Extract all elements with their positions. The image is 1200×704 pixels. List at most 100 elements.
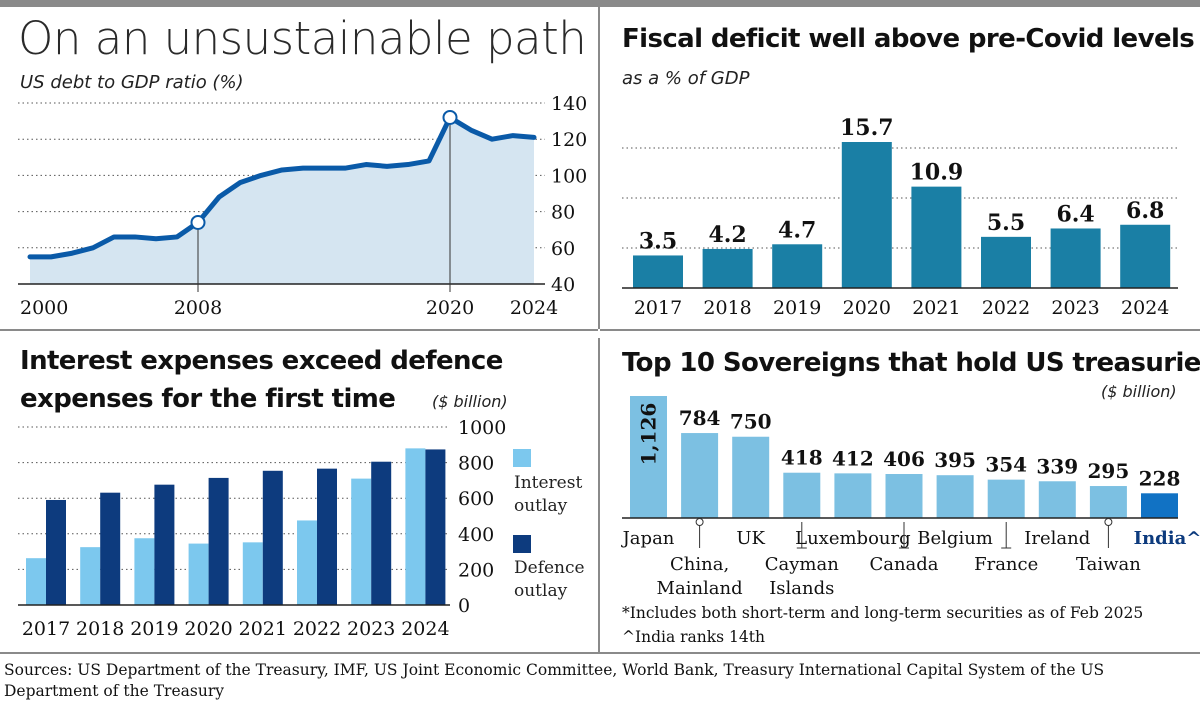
- interest-chart-unit: ($ billion): [432, 392, 508, 411]
- legend-interest-label-2: outlay: [514, 496, 568, 516]
- holding-leader-dot-1: [695, 518, 704, 526]
- holders-chart-title: Top 10 Sovereigns that hold US treasurie…: [622, 348, 1200, 378]
- holding-category-label: China,: [670, 554, 729, 575]
- defence-bar-2019: [154, 484, 175, 605]
- interest-xtick-label: 2024: [401, 618, 449, 640]
- deficit-chart-subtitle: as a % of GDP: [622, 68, 750, 89]
- deficit-value-label: 15.7: [840, 115, 894, 141]
- defence-bar-2020: [208, 477, 229, 605]
- debt-xtick-label: 2008: [174, 297, 222, 319]
- deficit-value-label: 6.8: [1126, 198, 1164, 224]
- top-rule: [0, 0, 1200, 7]
- debt-area: [30, 117, 534, 284]
- holding-value-label: 406: [883, 447, 925, 471]
- holding-category-label: Luxembourg: [795, 528, 911, 549]
- interest-ytick-label: 1000: [458, 417, 506, 439]
- interest-ytick-label: 400: [458, 524, 494, 546]
- deficit-xtick-label: 2024: [1121, 297, 1169, 319]
- horizontal-divider-right: [600, 329, 1200, 331]
- interest-ytick-label: 200: [458, 559, 494, 581]
- debt-xtick-label: 2020: [426, 297, 474, 319]
- holding-bar-6: [936, 475, 974, 518]
- legend-defence-label-1: Defence: [514, 558, 585, 578]
- defence-bar-2023: [371, 461, 392, 605]
- holding-category-label: Belgium: [917, 528, 993, 549]
- holding-value-label: 412: [832, 446, 874, 470]
- defence-bar-2024: [425, 449, 446, 605]
- holders-footnote-1: *Includes both short-term and long-term …: [622, 604, 1144, 622]
- deficit-value-label: 4.2: [708, 222, 746, 248]
- interest-xtick-label: 2023: [347, 618, 395, 640]
- debt-marker-2020: [442, 109, 458, 125]
- holding-value-label: 339: [1036, 454, 1078, 478]
- holding-bar-2: [732, 436, 770, 518]
- interest-ytick-label: 600: [458, 488, 494, 510]
- holding-value-label: 295: [1088, 459, 1130, 483]
- holding-category-label: Mainland: [657, 578, 743, 599]
- interest-ytick-label: 0: [458, 595, 470, 617]
- holding-value-label: 418: [781, 446, 823, 470]
- holding-category-label: Japan: [621, 528, 675, 549]
- holding-category-label: Taiwan: [1076, 554, 1141, 575]
- holding-bar-8: [1038, 481, 1076, 518]
- holding-value-label: 354: [985, 453, 1027, 477]
- deficit-value-label: 5.5: [987, 210, 1025, 236]
- deficit-bar-2017: [633, 255, 683, 288]
- holding-bar-1: [681, 433, 719, 518]
- holding-bar-9: [1089, 486, 1127, 518]
- deficit-xtick-label: 2020: [843, 297, 891, 319]
- deficit-chart-title: Fiscal deficit well above pre-Covid leve…: [622, 24, 1195, 54]
- interest-bar-2024: [405, 448, 426, 605]
- deficit-xtick-label: 2021: [912, 297, 960, 319]
- deficit-bar-2024: [1120, 224, 1171, 288]
- interest-ytick-label: 800: [458, 453, 494, 475]
- deficit-bar-2020: [841, 142, 892, 288]
- deficit-bar-2018: [702, 248, 753, 288]
- legend-interest-swatch: [513, 449, 531, 467]
- holding-category-label: Ireland: [1024, 528, 1090, 549]
- holding-value-label: 750: [730, 410, 772, 434]
- holding-value-label: 784: [679, 406, 721, 430]
- sources-note: Sources: US Department of the Treasury, …: [4, 661, 1105, 700]
- deficit-value-label: 3.5: [639, 228, 677, 254]
- interest-bar-2020: [188, 543, 209, 605]
- deficit-value-label: 4.7: [778, 217, 816, 243]
- defence-bar-2017: [46, 499, 66, 605]
- holding-category-label: France: [974, 554, 1038, 575]
- debt-marker-2008: [190, 214, 206, 230]
- debt-ytick-label: 140: [551, 93, 587, 115]
- debt-ytick-label: 120: [551, 129, 587, 151]
- debt-ytick-label: 100: [551, 165, 587, 187]
- interest-xtick-label: 2017: [22, 618, 70, 640]
- interest-xtick-label: 2022: [293, 618, 341, 640]
- interest-xtick-label: 2021: [239, 618, 287, 640]
- interest-bar-2023: [351, 478, 372, 605]
- holding-bar-7: [987, 479, 1025, 518]
- interest-chart-title-line2: expenses for the first time: [20, 384, 396, 414]
- deficit-value-label: 10.9: [910, 160, 964, 186]
- debt-chart-title: On an unsustainable path: [18, 12, 587, 65]
- holding-category-label: Cayman: [765, 554, 839, 575]
- debt-ytick-label: 60: [551, 238, 575, 260]
- deficit-value-label: 6.4: [1056, 201, 1094, 227]
- horizontal-divider-left: [0, 329, 598, 331]
- legend-interest-label-1: Interest: [514, 473, 583, 493]
- holding-leader-dot-9: [1104, 518, 1113, 526]
- treasury-holders-chart: 1,126 784 750 418 412 406 395 354 339 295 228 Japan…: [621, 396, 1200, 599]
- deficit-bar-2023: [1050, 228, 1101, 288]
- debt-xtick-label: 2024: [510, 297, 558, 319]
- interest-bar-2022: [297, 520, 317, 605]
- defence-bar-2022: [317, 468, 337, 605]
- deficit-xtick-label: 2017: [634, 297, 682, 319]
- holding-value-label: 228: [1139, 466, 1181, 490]
- holding-bar-3: [783, 472, 821, 518]
- holders-footnote-2: ^India ranks 14th: [622, 628, 765, 646]
- interest-xtick-label: 2020: [184, 618, 232, 640]
- deficit-bar-2022: [981, 236, 1031, 288]
- interest-bar-2021: [242, 542, 263, 605]
- holding-bar-5: [885, 474, 923, 518]
- interest-xtick-label: 2018: [76, 618, 124, 640]
- interest-bar-2019: [134, 538, 155, 605]
- defence-bar-2021: [262, 470, 283, 605]
- debt-xtick-label: 2000: [20, 297, 68, 319]
